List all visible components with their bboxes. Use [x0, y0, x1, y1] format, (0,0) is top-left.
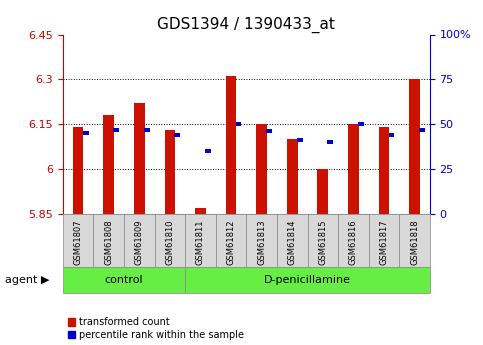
Title: GDS1394 / 1390433_at: GDS1394 / 1390433_at — [157, 17, 335, 33]
Text: GSM61814: GSM61814 — [288, 220, 297, 265]
Text: GSM61808: GSM61808 — [104, 219, 113, 265]
Bar — [174, 133, 180, 137]
Bar — [266, 129, 272, 134]
Bar — [388, 133, 395, 137]
Bar — [297, 138, 303, 142]
Text: GSM61817: GSM61817 — [380, 219, 388, 265]
Bar — [103, 115, 114, 214]
Bar — [165, 130, 175, 214]
Bar — [236, 122, 242, 126]
Text: GSM61813: GSM61813 — [257, 219, 266, 265]
Text: GSM61811: GSM61811 — [196, 220, 205, 265]
Bar — [205, 149, 211, 153]
Text: GSM61818: GSM61818 — [410, 219, 419, 265]
Bar — [195, 208, 206, 214]
Text: GSM61816: GSM61816 — [349, 219, 358, 265]
Text: GSM61812: GSM61812 — [227, 220, 236, 265]
Bar — [134, 103, 144, 214]
Text: D-penicillamine: D-penicillamine — [264, 275, 351, 285]
Text: control: control — [105, 275, 143, 285]
Text: agent ▶: agent ▶ — [5, 275, 49, 285]
Bar — [113, 128, 119, 131]
Text: GSM61809: GSM61809 — [135, 220, 144, 265]
Bar — [73, 127, 84, 214]
Bar — [226, 76, 236, 214]
Bar — [419, 128, 425, 131]
Bar — [317, 169, 328, 214]
Bar — [83, 131, 88, 135]
Bar — [287, 139, 298, 214]
Bar — [409, 79, 420, 214]
Text: GSM61810: GSM61810 — [165, 220, 174, 265]
Text: GSM61807: GSM61807 — [73, 219, 83, 265]
Legend: transformed count, percentile rank within the sample: transformed count, percentile rank withi… — [68, 317, 244, 340]
Bar — [327, 140, 333, 144]
Bar — [379, 127, 389, 214]
Text: GSM61815: GSM61815 — [318, 220, 327, 265]
Bar — [144, 128, 150, 131]
Bar — [256, 124, 267, 214]
Bar — [358, 122, 364, 126]
Bar — [348, 124, 359, 214]
